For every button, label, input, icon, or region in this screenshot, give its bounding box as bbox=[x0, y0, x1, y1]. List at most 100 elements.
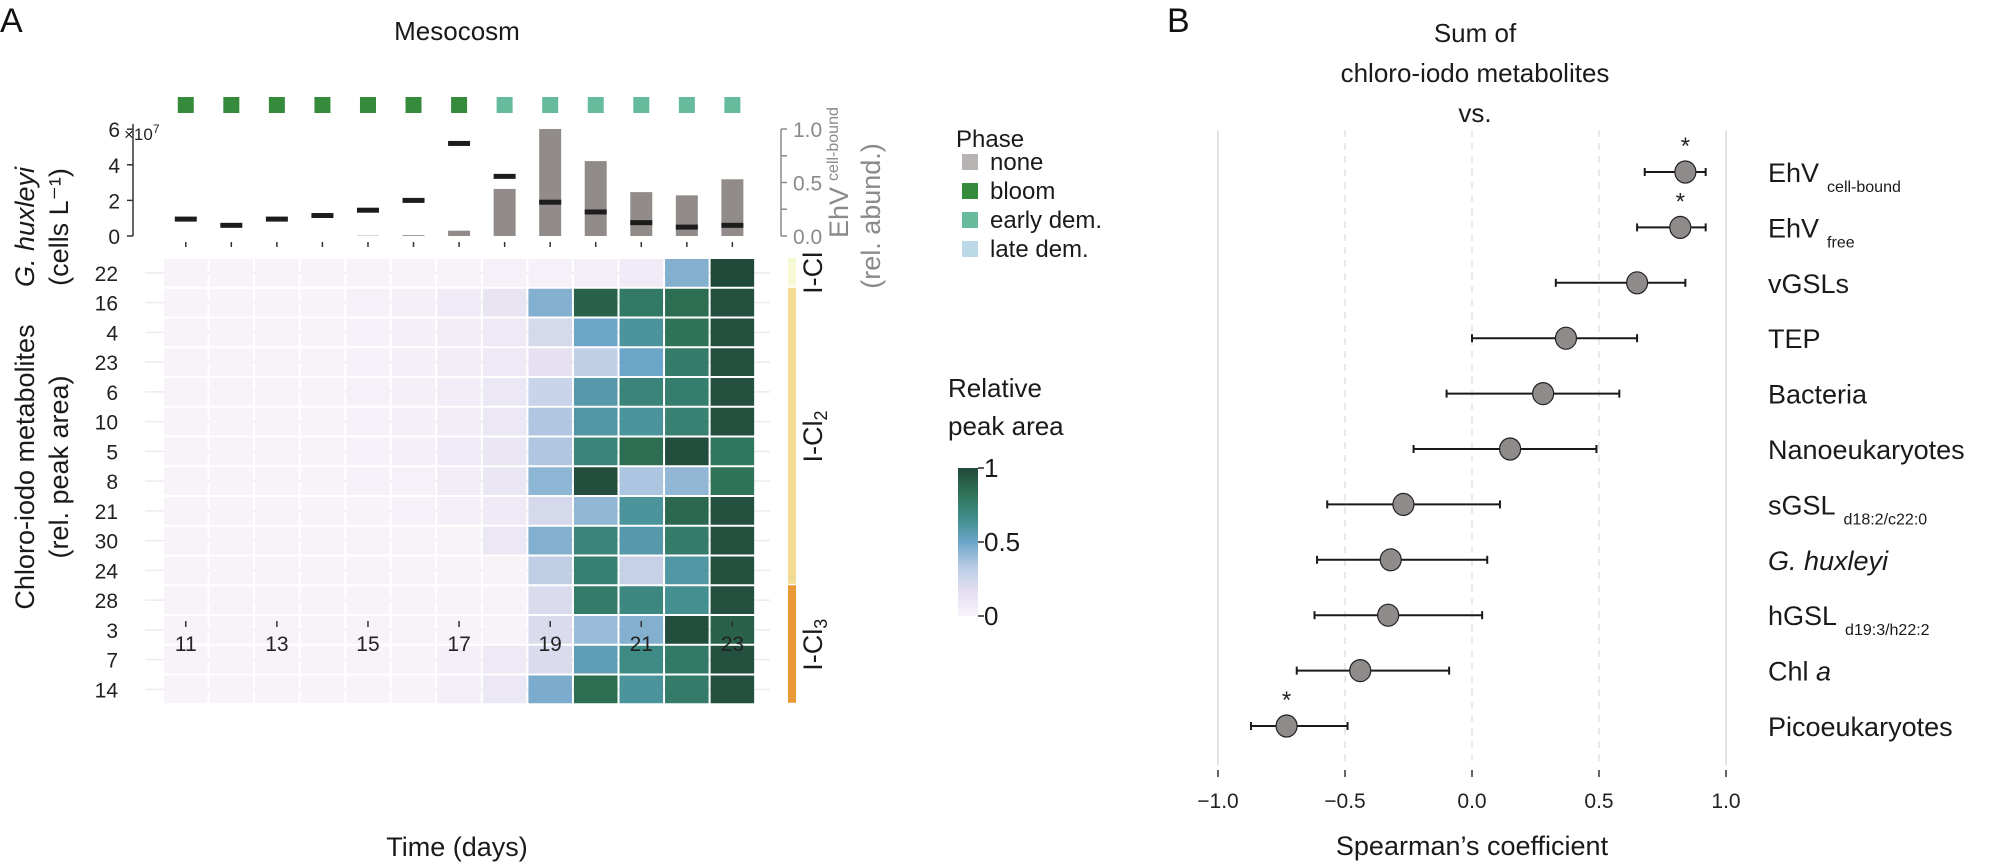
heatmap-cell bbox=[391, 348, 436, 376]
heatmap-cell bbox=[391, 675, 436, 704]
forest-label-main: vGSLs bbox=[1768, 269, 1849, 299]
heatmap-ylabel-line2: (rel. peak area) bbox=[44, 375, 74, 558]
forest-label-main: hGSL bbox=[1768, 601, 1837, 631]
forest-point bbox=[1392, 492, 1415, 516]
phase-legend-swatch bbox=[962, 154, 978, 170]
heatmap-cell bbox=[573, 675, 618, 704]
heatmap-cell bbox=[710, 407, 755, 436]
heatmap-cell bbox=[300, 259, 345, 287]
heatmap-cell bbox=[437, 288, 481, 317]
y-tick-label: 0 bbox=[108, 226, 120, 249]
forest-point bbox=[1275, 714, 1298, 738]
phase-legend-label: early dem. bbox=[990, 207, 1102, 234]
heatmap-cell bbox=[528, 616, 572, 644]
heatmap-cell bbox=[209, 586, 254, 614]
heatmap-cell bbox=[573, 348, 618, 376]
heatmap-cell bbox=[209, 556, 254, 585]
heatmap-cell bbox=[437, 318, 481, 347]
ehv-bar bbox=[448, 230, 471, 236]
heatmap-cell bbox=[619, 467, 664, 495]
heatmap-cell bbox=[255, 645, 299, 674]
heatmap-cell bbox=[710, 526, 755, 555]
heatmap-cell bbox=[300, 497, 345, 525]
heatmap-cell bbox=[209, 497, 254, 525]
heatmap-cell bbox=[164, 645, 208, 674]
heatmap-cell bbox=[164, 616, 208, 644]
heatmap-cell bbox=[346, 467, 390, 495]
heatmap-row-label: 10 bbox=[95, 412, 118, 435]
significance-marker: * bbox=[1681, 133, 1690, 160]
heatmap-row-label: 30 bbox=[95, 531, 118, 554]
heatmap-cell bbox=[346, 437, 390, 466]
heatmap-cell bbox=[391, 645, 436, 674]
bar-marks bbox=[174, 129, 744, 247]
heatmap-cell bbox=[482, 645, 527, 674]
heatmap-cell bbox=[300, 407, 345, 436]
y-tick-label: 4 bbox=[108, 155, 120, 178]
heatmap-row-label: 14 bbox=[95, 679, 119, 702]
phase-square bbox=[633, 97, 650, 113]
forest-row-label: vGSLs bbox=[1768, 269, 1849, 299]
panel-a-letter: A bbox=[0, 2, 23, 40]
heatmap-cell bbox=[209, 318, 254, 347]
forest-point bbox=[1379, 548, 1402, 572]
heatmap-colorbar: Relative peak area 10.50 bbox=[948, 373, 1064, 631]
y-multiplier-exp: 7 bbox=[153, 122, 160, 136]
heatmap-cell bbox=[164, 407, 208, 436]
heatmap-cell bbox=[573, 259, 618, 287]
heatmap-cell bbox=[665, 288, 709, 317]
heatmap-cell bbox=[437, 556, 481, 585]
y2-tick-label: 0.5 bbox=[793, 173, 822, 196]
ghux-marker bbox=[630, 220, 653, 226]
phase-square bbox=[359, 97, 376, 113]
bar-ylabel-line2: (cells L⁻¹) bbox=[44, 168, 74, 286]
heatmap-cell bbox=[255, 378, 299, 406]
heatmap-cell bbox=[528, 318, 572, 347]
heatmap-cell bbox=[619, 378, 664, 406]
heatmap-cell bbox=[437, 497, 481, 525]
heatmap-cell bbox=[710, 467, 755, 495]
colorbar-gradient bbox=[958, 468, 978, 616]
heatmap-cell bbox=[665, 616, 709, 644]
heatmap-cell bbox=[391, 556, 436, 585]
colorbar-title-line2: peak area bbox=[948, 411, 1064, 441]
heatmap-cell bbox=[346, 616, 390, 644]
forest-xlabel: Spearman’s coefficient bbox=[1336, 831, 1609, 861]
forest-point bbox=[1349, 658, 1372, 683]
phase-legend-label: late dem. bbox=[990, 236, 1089, 263]
metabolite-group-bar bbox=[788, 258, 796, 287]
heatmap-x-tick-label: 15 bbox=[356, 633, 379, 656]
phase-square bbox=[451, 97, 468, 113]
forest-x-tick-label: 0.5 bbox=[1584, 790, 1613, 813]
heatmap-cell bbox=[391, 378, 436, 406]
heatmap-cell bbox=[255, 526, 299, 555]
forest-point bbox=[1532, 382, 1555, 406]
heatmap-cell bbox=[164, 586, 208, 614]
heatmap-cell bbox=[164, 318, 208, 347]
heatmap-cell bbox=[255, 407, 299, 436]
heatmap-cell bbox=[164, 467, 208, 495]
heatmap-x-tick-label: 21 bbox=[630, 633, 653, 656]
forest-plot: −1.0 −0.5 0.0 0.5 1.0 Spearman’s coefficient *… bbox=[1197, 130, 1965, 861]
heatmap-cell bbox=[300, 616, 345, 644]
heatmap-cell bbox=[209, 675, 254, 704]
forest-row-label: Bacteria bbox=[1768, 380, 1868, 410]
heatmap-cell bbox=[482, 497, 527, 525]
y-multiplier: ×107 bbox=[124, 122, 160, 144]
ehv-bar bbox=[630, 192, 653, 236]
ghux-marker bbox=[174, 216, 197, 222]
heatmap-cell bbox=[437, 437, 481, 466]
heatmap-cell bbox=[209, 616, 254, 644]
heatmap-cell bbox=[573, 467, 618, 495]
heatmap-cell bbox=[255, 497, 299, 525]
heatmap-cell bbox=[437, 526, 481, 555]
y-multiplier-base: ×10 bbox=[124, 125, 153, 144]
forest-label-main: Nanoeukaryotes bbox=[1768, 435, 1965, 465]
forest-point bbox=[1669, 215, 1692, 239]
heatmap-cell bbox=[528, 586, 572, 614]
heatmap-cell bbox=[665, 318, 709, 347]
panel-b-title: Sum of chloro-iodo metabolites vs. bbox=[1341, 18, 1610, 128]
forest-label-main: TEP bbox=[1768, 324, 1821, 354]
